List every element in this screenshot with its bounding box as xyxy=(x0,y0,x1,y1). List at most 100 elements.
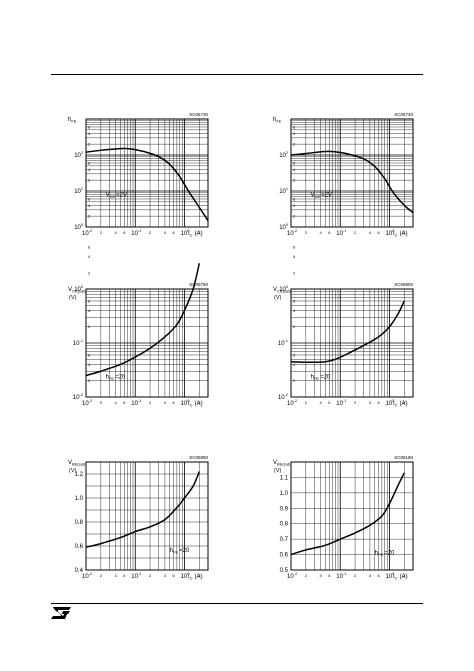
y-axis-label-subscript: CE(sat) xyxy=(72,289,86,294)
x-minor-tick-label: 6 xyxy=(172,573,175,578)
x-minor-tick-label: 4 xyxy=(369,573,372,578)
x-minor-tick-label: 2 xyxy=(403,400,406,405)
x-axis-label-subscript: C xyxy=(190,233,193,238)
plot-frame xyxy=(85,461,209,571)
condition-annotation-value: =2V xyxy=(116,193,127,199)
condition-annotation-subscript: CE xyxy=(110,194,116,199)
y-minor-tick-label: 4 xyxy=(293,131,296,136)
y-axis-label-subscript: FE xyxy=(276,119,281,124)
y-minor-tick-label: 4 xyxy=(293,254,296,259)
x-minor-tick-label: 4 xyxy=(320,230,323,235)
x-minor-tick-label: 6 xyxy=(377,400,380,405)
x-tick-exponent: 0 xyxy=(187,229,189,233)
y-tick-label: 10-2 xyxy=(278,393,288,401)
x-minor-tick-label: 2 xyxy=(403,230,406,235)
condition-annotation: hFE=20 xyxy=(311,375,331,382)
y-tick-exponent: -1 xyxy=(285,339,288,343)
series-line xyxy=(85,471,201,548)
series-line xyxy=(85,263,201,377)
x-minor-tick-label: 2 xyxy=(100,230,103,235)
x-minor-tick-label: 6 xyxy=(123,573,126,578)
x-tick-label: 10-1 xyxy=(336,229,346,237)
x-minor-tick-label: 6 xyxy=(123,400,126,405)
x-tick-label: 100 xyxy=(386,572,395,580)
x-minor-tick-label: 4 xyxy=(369,400,372,405)
y-axis-label-subscript: BE(sat) xyxy=(72,462,86,467)
y-minor-tick-label: 6 xyxy=(293,124,296,129)
condition-annotation-subscript: FE xyxy=(378,552,383,557)
x-minor-tick-label: 2 xyxy=(305,230,308,235)
y-minor-tick-label: 6 xyxy=(293,160,296,165)
x-tick-label: 10-1 xyxy=(336,399,346,407)
x-tick-label: 10-2 xyxy=(287,399,297,407)
y-axis-label: VCE(sat) xyxy=(68,287,86,294)
x-tick-exponent: 0 xyxy=(392,399,394,403)
x-minor-tick-label: 2 xyxy=(354,573,357,578)
y-tick-exponent: 1 xyxy=(286,187,288,191)
x-minor-tick-label: 4 xyxy=(164,400,167,405)
y-minor-tick-label: 4 xyxy=(88,167,91,172)
y-axis-label-subscript: BE(sat) xyxy=(277,462,291,467)
x-minor-tick-label: 2 xyxy=(403,573,406,578)
x-minor-tick-label: 4 xyxy=(164,573,167,578)
y-tick-label: 0.7 xyxy=(280,537,289,543)
vbesat-vs-ic-chart-left: SC06850 VBE(sat)(V) 0.4 0.6 0.8 1.0 1.2 10-2 10-… xyxy=(68,455,209,581)
x-minor-tick-label: 2 xyxy=(100,400,103,405)
y-minor-tick-label: 2 xyxy=(88,214,91,219)
x-tick-exponent: -1 xyxy=(138,229,141,233)
x-minor-tick-label: 2 xyxy=(354,230,357,235)
y-tick-exponent: 0 xyxy=(286,285,288,289)
y-minor-tick-label: 4 xyxy=(88,308,91,313)
x-minor-tick-label: 6 xyxy=(328,230,331,235)
y-tick-label: 1.0 xyxy=(75,496,84,502)
y-tick-exponent: 2 xyxy=(81,151,83,155)
condition-annotation-subscript: CE xyxy=(315,194,321,199)
x-tick-label: 100 xyxy=(181,229,190,237)
y-minor-tick-label: 6 xyxy=(293,298,296,303)
y-minor-tick-label: 2 xyxy=(88,178,91,183)
vcesat-vs-ic-chart-right: SC06800VCE(sat)(V)10-210-110024624624610… xyxy=(273,244,414,408)
x-axis-label: IC (A) xyxy=(393,574,408,581)
y-tick-exponent: -1 xyxy=(80,339,83,343)
y-tick-label: 0.6 xyxy=(280,553,289,559)
y-axis-label: hFE xyxy=(68,117,77,124)
x-tick-exponent: -1 xyxy=(138,399,141,403)
plot-frame xyxy=(85,118,209,228)
y-axis-label: VBE(sat) xyxy=(273,460,291,467)
y-tick-exponent: 1 xyxy=(81,187,83,191)
x-axis-label: IC (A) xyxy=(393,401,408,408)
plot-frame xyxy=(290,118,414,228)
y-axis-unit: (V) xyxy=(274,468,282,474)
y-axis-label-subscript: FE xyxy=(71,119,76,124)
x-axis-label-subscript: C xyxy=(395,403,398,408)
x-axis-unit: (A) xyxy=(400,231,408,237)
y-minor-tick-label: 6 xyxy=(88,352,91,357)
x-tick-label: 10-2 xyxy=(287,572,297,580)
x-tick-exponent: -2 xyxy=(294,229,297,233)
y-axis-unit: (V) xyxy=(69,295,77,301)
condition-annotation-subscript: FE xyxy=(109,376,114,381)
x-minor-tick-label: 6 xyxy=(123,230,126,235)
plot-frame xyxy=(290,461,414,571)
x-tick-exponent: -2 xyxy=(89,229,92,233)
y-axis-label: VBE(sat) xyxy=(68,460,86,467)
y-minor-tick-label: 2 xyxy=(293,142,296,147)
condition-annotation: hFE=20 xyxy=(375,551,395,558)
condition-annotation-value: =20 xyxy=(115,375,126,381)
footer-rule xyxy=(51,603,423,604)
x-tick-exponent: 0 xyxy=(187,399,189,403)
x-minor-tick-label: 4 xyxy=(164,230,167,235)
y-minor-tick-label: 2 xyxy=(293,178,296,183)
condition-annotation-value: =20 xyxy=(320,375,331,381)
st-logo-icon xyxy=(51,607,71,619)
x-axis-unit: (A) xyxy=(195,231,203,237)
x-minor-tick-label: 2 xyxy=(198,230,201,235)
condition-annotation: VCE=2V xyxy=(311,193,332,200)
y-minor-tick-label: 4 xyxy=(293,308,296,313)
x-minor-tick-label: 2 xyxy=(198,400,201,405)
x-axis-label: IC (A) xyxy=(188,574,203,581)
plot-frame xyxy=(290,288,414,398)
y-tick-exponent: 0 xyxy=(81,285,83,289)
x-tick-label: 100 xyxy=(181,572,190,580)
